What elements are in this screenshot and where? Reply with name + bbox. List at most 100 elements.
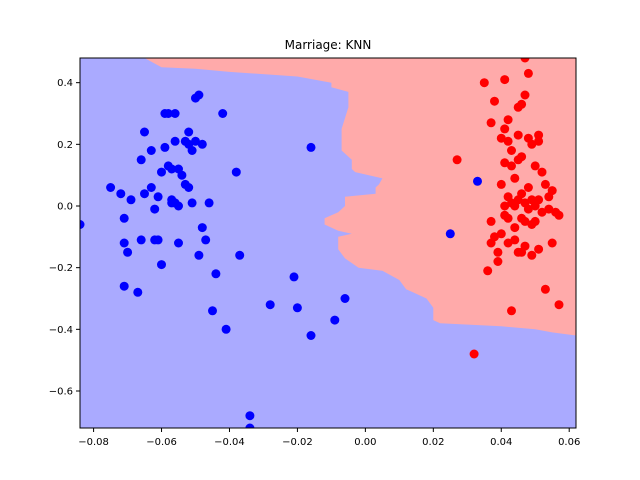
point-red xyxy=(513,130,523,140)
point-blue xyxy=(157,260,166,270)
point-red xyxy=(507,306,516,316)
point-red xyxy=(517,152,527,162)
point-red xyxy=(547,238,557,248)
point-blue xyxy=(218,109,228,118)
point-red xyxy=(523,183,533,192)
point-blue xyxy=(167,164,177,174)
point-red xyxy=(493,247,503,257)
y-tick-label: 0.2 xyxy=(57,140,73,151)
point-blue xyxy=(170,109,180,118)
point-red xyxy=(493,257,503,266)
x-tick-label: −0.06 xyxy=(146,437,177,448)
point-blue xyxy=(187,146,197,155)
point-blue xyxy=(191,136,200,146)
point-blue xyxy=(119,281,129,291)
x-tick-label: −0.02 xyxy=(282,437,313,448)
y-tick-label: −0.2 xyxy=(49,263,73,274)
point-blue xyxy=(157,167,166,177)
point-red xyxy=(507,161,516,171)
point-blue xyxy=(306,331,316,340)
point-blue xyxy=(204,198,214,208)
point-red xyxy=(520,216,530,226)
y-tick-label: 0.4 xyxy=(57,78,73,89)
x-tick-label: 0.00 xyxy=(354,437,376,448)
point-blue xyxy=(116,189,126,199)
point-blue xyxy=(146,146,156,155)
point-red xyxy=(503,136,513,146)
decision-region-red xyxy=(144,58,576,336)
point-blue xyxy=(473,176,482,186)
point-blue xyxy=(133,287,143,297)
point-blue xyxy=(289,272,299,282)
point-red xyxy=(510,223,520,233)
point-blue xyxy=(211,269,221,279)
point-red xyxy=(490,232,499,242)
point-red xyxy=(527,250,537,260)
point-red xyxy=(510,235,520,245)
point-blue xyxy=(221,324,231,334)
point-red xyxy=(486,118,496,128)
y-tick-label: −0.4 xyxy=(49,325,73,336)
point-red xyxy=(537,207,547,217)
point-red xyxy=(534,244,544,254)
point-red xyxy=(517,99,527,109)
point-blue xyxy=(208,306,217,316)
point-blue xyxy=(153,192,163,202)
point-red xyxy=(490,96,499,106)
point-red xyxy=(537,167,547,177)
point-blue xyxy=(177,170,187,180)
point-blue xyxy=(265,300,275,310)
point-blue xyxy=(146,183,156,192)
point-blue xyxy=(174,201,183,211)
point-red xyxy=(520,58,530,63)
point-blue xyxy=(340,294,350,303)
point-blue xyxy=(245,423,255,428)
point-blue xyxy=(184,127,194,137)
point-blue xyxy=(330,315,340,325)
point-blue xyxy=(140,127,149,137)
point-blue xyxy=(153,235,163,245)
point-red xyxy=(554,210,564,220)
point-blue xyxy=(445,229,455,239)
point-blue xyxy=(106,183,116,192)
point-red xyxy=(507,146,516,155)
point-blue xyxy=(170,136,180,146)
point-red xyxy=(496,229,506,239)
point-red xyxy=(503,238,513,248)
point-red xyxy=(479,78,489,88)
point-blue xyxy=(123,247,133,257)
x-tick-label: −0.04 xyxy=(214,437,245,448)
point-blue xyxy=(174,238,183,248)
point-blue xyxy=(119,213,129,223)
point-blue xyxy=(197,223,207,233)
point-red xyxy=(500,201,510,211)
point-blue xyxy=(163,109,173,118)
point-red xyxy=(496,133,506,143)
chart-title: Marriage: KNN xyxy=(285,38,372,52)
point-red xyxy=(534,130,544,140)
point-blue xyxy=(194,90,204,100)
y-axis: 0.4 0.2 0.0 −0.2 −0.4 −0.6 xyxy=(49,78,80,398)
point-red xyxy=(500,158,510,168)
point-red xyxy=(530,216,540,226)
axes-frame xyxy=(79,57,577,429)
point-red xyxy=(540,179,550,189)
point-red xyxy=(496,179,506,189)
x-tick-label: 0.04 xyxy=(490,437,512,448)
x-tick-label: 0.02 xyxy=(422,437,444,448)
y-tick-label: 0.0 xyxy=(57,202,73,213)
point-red xyxy=(547,186,557,196)
point-red xyxy=(500,124,510,134)
point-red xyxy=(554,300,564,310)
point-blue xyxy=(160,142,170,152)
point-blue xyxy=(140,189,149,199)
point-blue xyxy=(197,139,207,149)
point-blue xyxy=(245,411,255,421)
point-blue xyxy=(126,195,136,205)
point-red xyxy=(523,204,533,214)
point-red xyxy=(534,136,544,146)
point-blue xyxy=(231,167,241,177)
point-red xyxy=(534,195,544,205)
point-red xyxy=(483,266,493,276)
